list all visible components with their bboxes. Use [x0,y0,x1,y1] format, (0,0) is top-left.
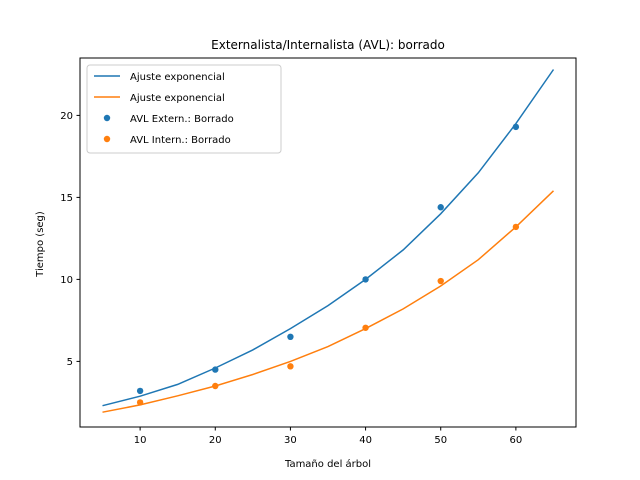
data-point [437,277,444,285]
x-tick-label: 50 [434,435,447,446]
x-tick-label: 10 [134,435,147,446]
x-tick-label: 30 [284,435,297,446]
y-tick-label: 20 [60,111,73,122]
data-point [512,123,520,131]
data-point [212,366,219,373]
plot-frame [79,57,577,428]
data-point [287,363,294,370]
data-point [362,276,369,283]
data-point [437,204,444,211]
y-tick-label: 5 [67,357,73,368]
data-point [136,387,144,395]
legend-label: Ajuste exponencial [130,72,225,83]
legend-box [86,64,282,154]
y-axis-label: Tiempo (seg) [35,211,46,278]
y-tick-label: 10 [60,275,73,286]
legend-label: AVL Extern.: Borrado [130,114,234,125]
data-point [212,382,219,390]
data-point [362,324,369,331]
x-axis-label: Tamaño del árbol [284,458,371,470]
y-tick-label: 15 [60,193,73,204]
legend-label: Ajuste exponencial [130,93,225,104]
data-point [512,223,520,231]
fit-line-0 [102,69,555,407]
x-tick-label: 20 [209,435,222,446]
legend-label: AVL Intern.: Borrado [130,135,231,146]
data-point [136,399,144,406]
chart-title: Externalista/Internalista (AVL): borrado [211,38,445,52]
legend-marker-swatch [103,114,111,122]
data-point [287,333,294,340]
legend: Ajuste exponencial Ajuste exponencial AVL … [86,64,282,154]
fit-line-1 [102,190,555,413]
x-tick-label: 60 [510,435,523,446]
axis-ticks: 10 20 30 40 50 60 5 10 15 20 [60,111,522,446]
x-tick-label: 40 [359,435,372,446]
plot-area [102,69,555,413]
legend-marker-swatch [103,135,111,143]
